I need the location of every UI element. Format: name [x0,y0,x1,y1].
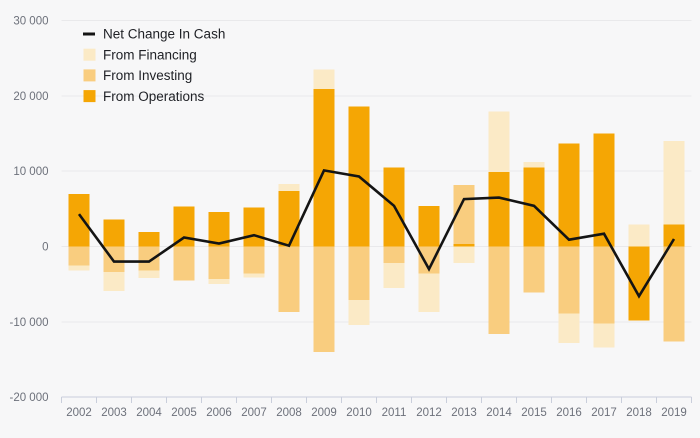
bar-from-financing [208,278,230,285]
bar-from-operations [278,190,300,247]
bar-from-investing [138,246,160,271]
bar-from-investing [488,246,510,334]
bar-from-financing [628,224,650,247]
bar-from-operations [453,244,475,247]
bar-from-investing [558,246,580,314]
x-axis-tick-label: 2014 [486,407,512,419]
bar-from-operations [208,211,230,247]
bar-from-financing [593,323,615,348]
y-axis-tick-label: 0 [42,242,48,254]
bar-from-investing [418,246,440,274]
x-axis-tick-label: 2012 [416,407,442,419]
x-axis-tick-label: 2007 [241,407,267,419]
legend-item-net-change-in-cash[interactable]: Net Change In Cash [83,27,225,42]
legend-line-swatch-icon [83,32,95,36]
bar-from-financing [418,273,440,313]
bar-from-operations [138,232,160,247]
x-axis-tick-label: 2008 [276,407,302,419]
legend-label: From Operations [103,89,205,104]
bar-from-investing [593,246,615,324]
legend-label: From Investing [103,68,192,83]
bar-from-financing [103,272,125,291]
bar-from-financing [138,270,160,279]
bar-from-financing [663,141,685,225]
x-axis-tick-label: 2018 [626,407,652,419]
bar-from-operations [418,205,440,247]
bar-from-investing [243,246,265,274]
bar-from-operations [68,193,90,247]
bar-from-financing [523,162,545,168]
x-axis-tick-label: 2019 [661,407,687,419]
bar-from-investing [278,246,300,313]
x-axis-tick-label: 2015 [521,407,547,419]
bar-from-investing [68,246,90,266]
bar-from-financing [313,69,335,90]
bar-from-investing [313,246,335,352]
bar-from-investing [523,246,545,293]
y-axis-tick-label: 10 000 [13,166,48,178]
x-axis-tick-label: 2010 [346,407,372,419]
bar-from-investing [663,246,685,342]
bar-from-financing [488,111,510,172]
bar-from-operations [103,219,125,247]
legend-square-swatch-icon [83,69,96,82]
bar-from-investing [383,246,405,264]
bar-from-operations [663,224,685,247]
x-axis-tick-label: 2004 [136,407,162,419]
y-axis-tick-label: 30 000 [13,16,48,28]
bar-from-investing [348,246,370,300]
legend-item-from-financing[interactable]: From Financing [83,47,197,62]
net-change-line [77,168,676,299]
x-axis-tick-label: 2009 [311,407,337,419]
legend-label: Net Change In Cash [103,27,225,42]
bar-from-financing [348,299,370,325]
bar-from-operations [628,246,650,321]
legend-square-swatch-icon [83,48,96,61]
y-axis-tick-label: -10 000 [9,317,48,329]
legend-square-swatch-icon [83,90,96,103]
bar-from-investing [173,246,195,281]
bar-from-operations [173,206,195,247]
bar-from-financing [558,313,580,343]
y-axis-tick-label: 20 000 [13,91,48,103]
bar-from-financing [243,273,265,278]
x-axis-tick-label: 2003 [101,407,127,419]
legend-label: From Financing [103,47,197,62]
bar-from-investing [208,246,230,279]
x-axis-tick-label: 2006 [206,407,232,419]
x-axis-tick-label: 2005 [171,407,197,419]
bar-from-operations [558,143,580,247]
legend-item-from-operations[interactable]: From Operations [83,89,205,104]
legend-item-from-investing[interactable]: From Investing [83,68,193,83]
bar-from-operations [243,207,265,247]
x-axis-tick-label: 2017 [591,407,617,419]
bar-from-financing [453,246,475,264]
bar-from-operations [593,133,615,247]
x-axis-tick-label: 2011 [382,407,407,419]
x-axis-tick-label: 2013 [451,407,477,419]
bar-from-operations [488,171,510,247]
y-axis-tick-label: -20 000 [9,392,48,404]
bar-from-financing [68,265,90,271]
bar-from-financing [383,263,405,288]
x-axis-tick-label: 2002 [66,407,92,419]
bar-from-financing [278,184,300,191]
x-axis-tick-label: 2016 [556,407,582,419]
bar-from-operations [313,89,335,247]
